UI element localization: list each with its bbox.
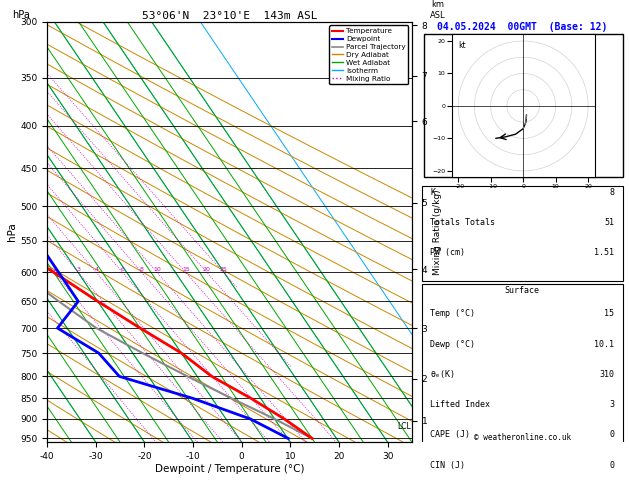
Bar xyxy=(421,284,623,486)
Text: 6: 6 xyxy=(121,267,125,272)
Text: θₑ(K): θₑ(K) xyxy=(430,370,455,379)
Legend: Temperature, Dewpoint, Parcel Trajectory, Dry Adiabat, Wet Adiabat, Isotherm, Mi: Temperature, Dewpoint, Parcel Trajectory… xyxy=(329,25,408,85)
Text: hPa: hPa xyxy=(13,10,30,20)
Bar xyxy=(424,35,623,177)
Text: 0: 0 xyxy=(609,431,614,439)
Text: Temp (°C): Temp (°C) xyxy=(430,310,475,318)
Text: 8: 8 xyxy=(609,188,614,197)
Text: 4: 4 xyxy=(94,267,98,272)
Text: Surface: Surface xyxy=(504,286,540,295)
Text: LCL: LCL xyxy=(397,422,411,432)
Y-axis label: hPa: hPa xyxy=(8,223,18,242)
Text: 51: 51 xyxy=(604,218,614,227)
Text: PW (cm): PW (cm) xyxy=(430,248,465,258)
Text: 25: 25 xyxy=(220,267,227,272)
Text: kt: kt xyxy=(458,41,466,50)
Text: 15: 15 xyxy=(182,267,189,272)
Text: 0: 0 xyxy=(609,461,614,470)
Text: km
ASL: km ASL xyxy=(430,0,445,20)
Text: CIN (J): CIN (J) xyxy=(430,461,465,470)
Text: Dewp (°C): Dewp (°C) xyxy=(430,340,475,348)
Text: CAPE (J): CAPE (J) xyxy=(430,431,470,439)
Text: 8: 8 xyxy=(140,267,143,272)
X-axis label: Dewpoint / Temperature (°C): Dewpoint / Temperature (°C) xyxy=(155,464,304,474)
Text: 1.51: 1.51 xyxy=(594,248,614,258)
Text: Lifted Index: Lifted Index xyxy=(430,400,490,409)
Text: 3: 3 xyxy=(76,267,81,272)
Text: 20: 20 xyxy=(203,267,211,272)
Text: 10: 10 xyxy=(153,267,161,272)
Text: 15: 15 xyxy=(604,310,614,318)
Text: 2: 2 xyxy=(52,267,56,272)
Text: 10.1: 10.1 xyxy=(594,340,614,348)
Y-axis label: Mixing Ratio (g/kg): Mixing Ratio (g/kg) xyxy=(433,189,442,275)
Text: K: K xyxy=(430,188,435,197)
Text: © weatheronline.co.uk: © weatheronline.co.uk xyxy=(474,433,571,442)
Title: 53°06'N  23°10'E  143m ASL: 53°06'N 23°10'E 143m ASL xyxy=(142,11,318,21)
Bar xyxy=(421,186,623,281)
Text: 3: 3 xyxy=(609,400,614,409)
Text: Totals Totals: Totals Totals xyxy=(430,218,495,227)
Text: 310: 310 xyxy=(599,370,614,379)
Text: 04.05.2024  00GMT  (Base: 12): 04.05.2024 00GMT (Base: 12) xyxy=(437,22,607,32)
